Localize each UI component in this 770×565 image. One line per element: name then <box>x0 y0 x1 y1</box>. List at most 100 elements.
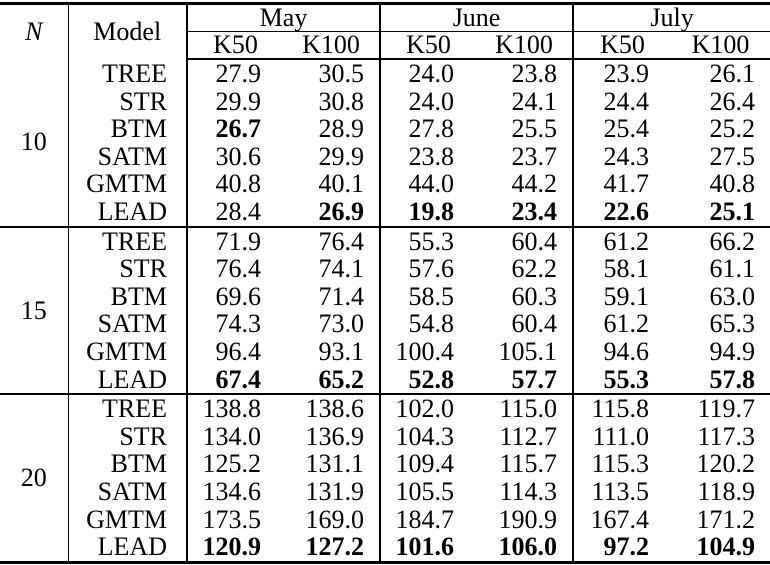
table-row: STR 76.4 74.1 57.6 62.2 58.1 61.1 <box>0 255 770 283</box>
value-cell: 100.4 <box>395 336 455 366</box>
value-cell: 74.1 <box>283 255 382 283</box>
table-row: GMTM 40.8 40.1 44.0 44.2 41.7 40.8 <box>0 170 770 198</box>
value-cell: 119.7 <box>671 393 770 423</box>
value-cell: 30.5 <box>283 59 382 88</box>
value-cell: 52.8 <box>408 364 455 394</box>
value-cell: 118.9 <box>697 476 756 506</box>
value-cell: 44.0 <box>408 169 455 199</box>
value-cell: 57.7 <box>476 365 575 395</box>
value-cell: 105.1 <box>476 338 575 366</box>
table-row: BTM 26.7 28.9 27.8 25.5 25.4 25.2 <box>0 115 770 143</box>
model-name-cell: SATM <box>68 478 188 506</box>
value-cell: 120.9 <box>202 532 262 562</box>
column-header-july: July <box>573 3 770 32</box>
subheader-july-k50: K50 <box>573 31 672 60</box>
month-header-row: N Model May June July <box>0 3 770 59</box>
value-cell: 184.7 <box>395 504 455 534</box>
column-header-n: N <box>0 3 69 59</box>
table-header: N Model May June July K50 K100 K50 K100 … <box>0 3 770 60</box>
value-cell: 131.9 <box>283 478 382 506</box>
table-row: SATM 74.3 73.0 54.8 60.4 61.2 65.3 <box>0 310 770 338</box>
model-name-cell: GMTM <box>68 170 188 198</box>
n-value-cell: 15 <box>0 225 69 395</box>
column-header-may: May <box>187 3 382 32</box>
table-row: BTM 125.2 131.1 109.4 115.7 115.3 120.2 <box>0 450 770 478</box>
model-name-cell: STR <box>68 255 188 283</box>
value-cell: 62.2 <box>476 255 575 283</box>
value-cell: 134.6 <box>202 476 262 506</box>
value-cell: 138.6 <box>283 393 382 423</box>
value-cell: 30.8 <box>283 87 382 116</box>
value-cell: 136.9 <box>283 423 382 451</box>
value-cell: 66.2 <box>671 225 770 256</box>
model-name-cell: SATM <box>68 310 188 338</box>
value-cell: 117.3 <box>697 421 756 451</box>
model-name-cell: BTM <box>68 283 188 311</box>
value-cell: 55.3 <box>603 364 650 394</box>
value-cell: 25.2 <box>709 114 756 144</box>
subheader-july-k100: K100 <box>671 31 770 60</box>
value-cell: 71.9 <box>187 225 283 256</box>
value-cell: 76.4 <box>215 254 262 284</box>
value-cell: 22.6 <box>603 196 650 226</box>
value-cell: 26.7 <box>215 114 262 144</box>
value-cell: 29.9 <box>283 143 382 171</box>
value-cell: 25.4 <box>603 114 650 144</box>
n-value-cell: 10 <box>0 59 69 227</box>
value-cell: 120.2 <box>696 449 756 479</box>
table-row: BTM 69.6 71.4 58.5 60.3 59.1 63.0 <box>0 283 770 311</box>
table-row: SATM 30.6 29.9 23.8 23.7 24.3 27.5 <box>0 143 770 171</box>
model-name-cell: BTM <box>68 450 188 478</box>
value-cell: 125.2 <box>202 449 262 479</box>
model-name-cell: STR <box>68 423 188 451</box>
value-cell: 109.4 <box>395 449 455 479</box>
table-row: 10 TREE 27.9 30.5 24.0 23.8 23.9 26.1 <box>0 59 770 227</box>
table-row: GMTM 96.4 93.1 100.4 105.1 94.6 94.9 <box>0 338 770 366</box>
model-name-cell: LEAD <box>68 533 188 563</box>
value-cell: 60.4 <box>476 225 575 256</box>
value-cell: 115.7 <box>476 450 575 478</box>
value-cell: 94.9 <box>709 336 756 366</box>
value-cell: 115.8 <box>573 393 672 423</box>
value-cell: 58.5 <box>408 281 455 311</box>
value-cell: 61.2 <box>603 309 650 339</box>
value-cell: 105.5 <box>395 476 455 506</box>
subheader-may-k100: K100 <box>283 31 382 60</box>
table-row: STR 29.9 30.8 24.0 24.1 24.4 26.4 <box>0 87 770 116</box>
value-cell: 69.6 <box>215 281 262 311</box>
value-cell: 19.8 <box>408 196 455 226</box>
value-cell: 30.6 <box>215 141 262 171</box>
value-cell: 63.0 <box>709 281 756 311</box>
value-cell: 60.4 <box>476 310 575 338</box>
value-cell: 40.1 <box>283 170 382 198</box>
value-cell: 59.1 <box>603 281 650 311</box>
value-cell: 44.2 <box>476 170 575 198</box>
model-name-cell: LEAD <box>68 365 188 395</box>
value-cell: 71.4 <box>283 283 382 311</box>
model-name-cell: LEAD <box>68 198 188 227</box>
model-name-cell: GMTM <box>68 338 188 366</box>
value-cell: 23.4 <box>476 198 575 227</box>
model-name-cell: BTM <box>68 115 188 143</box>
value-cell: 190.9 <box>476 505 575 534</box>
model-name-cell: TREE <box>68 393 188 423</box>
value-cell: 173.5 <box>202 504 262 534</box>
value-cell: 60.3 <box>476 283 575 311</box>
value-cell: 65.2 <box>283 365 382 395</box>
value-cell: 104.3 <box>395 421 455 451</box>
value-cell: 131.1 <box>283 450 382 478</box>
value-cell: 23.8 <box>408 141 455 171</box>
value-cell: 96.4 <box>215 336 262 366</box>
value-cell: 134.0 <box>202 421 262 451</box>
value-cell: 23.7 <box>476 143 575 171</box>
value-cell: 73.0 <box>283 310 382 338</box>
value-cell: 114.3 <box>476 478 575 506</box>
value-cell: 171.2 <box>696 504 756 534</box>
value-cell: 26.9 <box>283 198 382 227</box>
value-cell: 94.6 <box>603 336 650 366</box>
value-cell: 167.4 <box>590 504 650 534</box>
value-cell: 111.0 <box>592 421 650 451</box>
table-row: 20 TREE 138.8 138.6 102.0 115.0 115.8 119.7 <box>0 393 770 563</box>
value-cell: 67.4 <box>215 364 262 394</box>
